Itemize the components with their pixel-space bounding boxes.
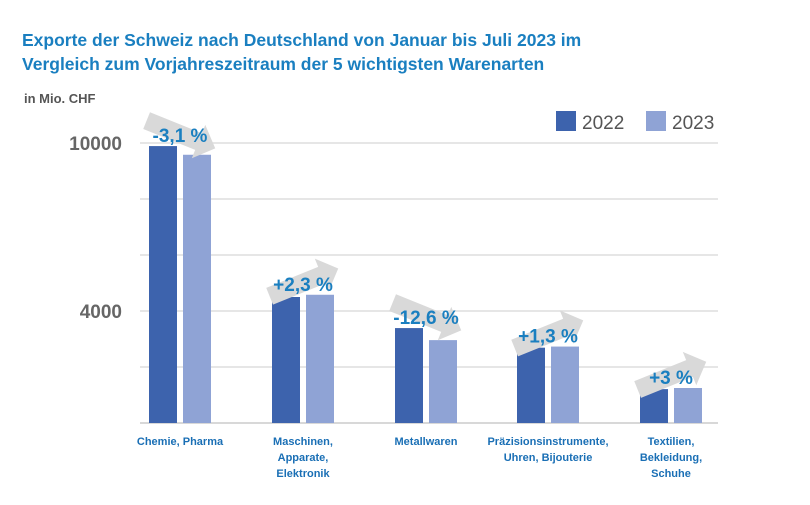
- arrow-icon: [389, 294, 462, 341]
- x-tick-label-line: Textilien,: [647, 436, 695, 448]
- legend-swatch-2023: [646, 111, 666, 131]
- legend-label: 2022: [582, 113, 624, 134]
- bar-2023: [183, 154, 211, 423]
- legend-swatch-2022: [556, 111, 576, 131]
- x-tick-label-line: Bekleidung,: [639, 452, 703, 464]
- legend-label: 2023: [672, 113, 714, 134]
- change-label: -3,1 %: [153, 126, 208, 147]
- x-tick-label: Maschinen, Apparate, Elektronik: [228, 434, 378, 482]
- x-tick-label-line: Maschinen,: [273, 436, 333, 448]
- bar-2023: [429, 340, 457, 423]
- change-arrow: [143, 112, 216, 159]
- change-label: -12,6 %: [393, 308, 459, 329]
- x-tick-label: Textilien, Bekleidung, Schuhe: [596, 434, 746, 482]
- chart-title: Exporte der Schweiz nach Deutschland von…: [22, 28, 581, 76]
- bar-2023: [551, 346, 579, 423]
- bar-2023: [306, 294, 334, 423]
- bar-2023: [674, 388, 702, 423]
- x-tick-label-line: Chemie, Pharma: [136, 436, 224, 448]
- x-tick-label-line: Elektronik: [276, 468, 330, 480]
- bar-2022: [149, 146, 177, 423]
- x-tick-label-line: Apparate,: [277, 452, 329, 464]
- bar-2022: [517, 347, 545, 423]
- arrow-icon: [266, 258, 339, 305]
- title-line-1: Exporte der Schweiz nach Deutschland von…: [22, 30, 582, 50]
- arrow-icon: [634, 351, 707, 398]
- y-tick-label: 4000: [80, 302, 122, 323]
- change-label: +3 %: [649, 368, 693, 389]
- x-tick-label: Chemie, Pharma: [105, 434, 255, 450]
- change-arrow: [511, 310, 584, 357]
- x-tick-label-line: Schuhe: [651, 468, 691, 480]
- x-tick-label-line: Uhren, Bijouterie: [503, 452, 593, 464]
- change-arrow: [634, 351, 707, 398]
- x-tick-label-line: Metallwaren: [394, 436, 458, 448]
- change-label: +1,3 %: [518, 327, 578, 348]
- bar-2022: [272, 297, 300, 423]
- x-tick-label: Metallwaren: [351, 434, 501, 450]
- title-line-2: Vergleich zum Vorjahreszeitraum der 5 wi…: [22, 54, 545, 74]
- change-arrow: [389, 294, 462, 341]
- x-tick-label-line: Präzisionsinstrumente,: [487, 436, 609, 448]
- y-axis-label: in Mio. CHF: [24, 91, 96, 106]
- bar-2022: [395, 328, 423, 423]
- arrow-icon: [143, 112, 216, 159]
- y-tick-label: 10000: [69, 134, 122, 155]
- arrow-icon: [511, 310, 584, 357]
- x-tick-label: Präzisionsinstrumente, Uhren, Bijouterie: [473, 434, 623, 466]
- change-label: +2,3 %: [273, 275, 333, 296]
- change-arrow: [266, 258, 339, 305]
